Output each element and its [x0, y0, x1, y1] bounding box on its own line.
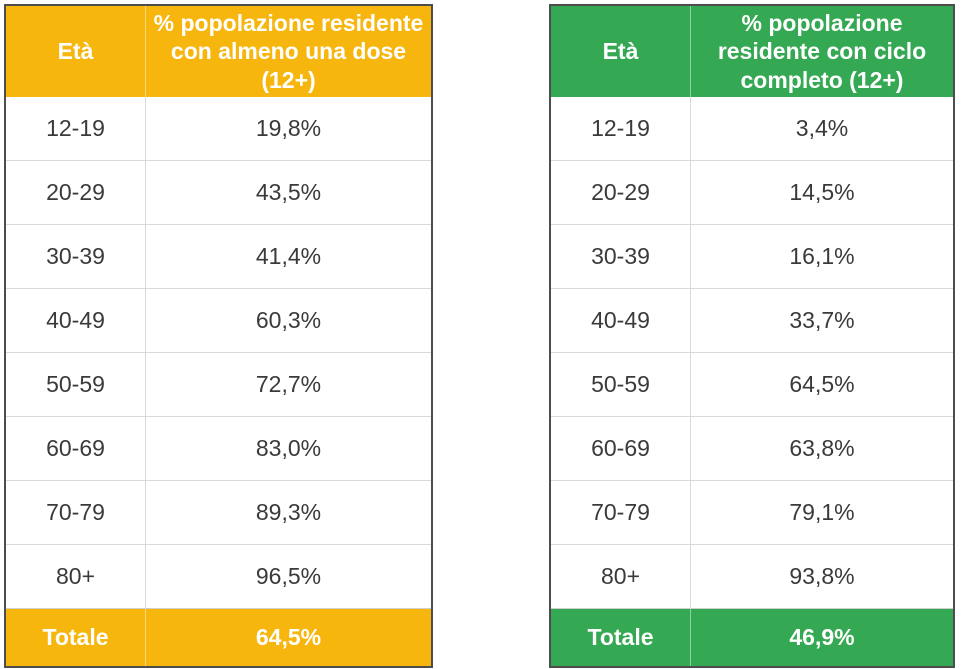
- age-cell: 40-49: [591, 307, 650, 333]
- table-header-row: Età % popolazione residente con almeno u…: [6, 6, 431, 97]
- age-cell: 60-69: [591, 435, 650, 461]
- value-cell: 63,8%: [690, 417, 953, 480]
- total-value: 46,9%: [690, 609, 953, 666]
- total-label: Totale: [42, 624, 109, 650]
- value-cell: 72,7%: [145, 353, 431, 416]
- table-row: 20-29 43,5%: [6, 160, 431, 224]
- table-row: 12-19 19,8%: [6, 97, 431, 160]
- table-total-row: Totale 46,9%: [551, 608, 953, 666]
- age-cell: 20-29: [46, 179, 105, 205]
- table-row: 30-39 41,4%: [6, 224, 431, 288]
- column-header-age: Età: [602, 38, 639, 65]
- table-row: 60-69 63,8%: [551, 416, 953, 480]
- value-cell: 89,3%: [145, 481, 431, 544]
- age-cell: 12-19: [591, 115, 650, 141]
- value-cell: 43,5%: [145, 161, 431, 224]
- column-header-percentage: % popolazione residente con ciclo comple…: [690, 6, 953, 97]
- column-header-percentage: % popolazione residente con almeno una d…: [145, 6, 431, 97]
- table-total-row: Totale 64,5%: [6, 608, 431, 666]
- table-header-row: Età % popolazione residente con ciclo co…: [551, 6, 953, 97]
- age-cell: 50-59: [46, 371, 105, 397]
- value-cell: 83,0%: [145, 417, 431, 480]
- table-row: 80+ 96,5%: [6, 544, 431, 608]
- table-row: 70-79 79,1%: [551, 480, 953, 544]
- total-label: Totale: [587, 624, 654, 650]
- table-row: 20-29 14,5%: [551, 160, 953, 224]
- value-cell: 19,8%: [145, 97, 431, 160]
- value-cell: 3,4%: [690, 97, 953, 160]
- age-cell: 70-79: [46, 499, 105, 525]
- table-row: 30-39 16,1%: [551, 224, 953, 288]
- table-row: 70-79 89,3%: [6, 480, 431, 544]
- value-cell: 33,7%: [690, 289, 953, 352]
- value-cell: 93,8%: [690, 545, 953, 608]
- column-header-age: Età: [57, 38, 94, 65]
- total-value: 64,5%: [145, 609, 431, 666]
- table-one-dose: Età % popolazione residente con almeno u…: [4, 4, 433, 668]
- value-cell: 41,4%: [145, 225, 431, 288]
- value-cell: 60,3%: [145, 289, 431, 352]
- age-cell: 30-39: [46, 243, 105, 269]
- age-cell: 80+: [600, 563, 640, 589]
- age-cell: 50-59: [591, 371, 650, 397]
- age-cell: 30-39: [591, 243, 650, 269]
- age-cell: 20-29: [591, 179, 650, 205]
- table-row: 40-49 33,7%: [551, 288, 953, 352]
- age-cell: 70-79: [591, 499, 650, 525]
- table-row: 50-59 64,5%: [551, 352, 953, 416]
- table-full-cycle: Età % popolazione residente con ciclo co…: [549, 4, 955, 668]
- age-cell: 60-69: [46, 435, 105, 461]
- table-row: 50-59 72,7%: [6, 352, 431, 416]
- age-cell: 12-19: [46, 115, 105, 141]
- value-cell: 16,1%: [690, 225, 953, 288]
- age-cell: 80+: [55, 563, 95, 589]
- value-cell: 14,5%: [690, 161, 953, 224]
- table-row: 60-69 83,0%: [6, 416, 431, 480]
- age-cell: 40-49: [46, 307, 105, 333]
- value-cell: 64,5%: [690, 353, 953, 416]
- table-row: 40-49 60,3%: [6, 288, 431, 352]
- table-row: 12-19 3,4%: [551, 97, 953, 160]
- value-cell: 96,5%: [145, 545, 431, 608]
- table-row: 80+ 93,8%: [551, 544, 953, 608]
- value-cell: 79,1%: [690, 481, 953, 544]
